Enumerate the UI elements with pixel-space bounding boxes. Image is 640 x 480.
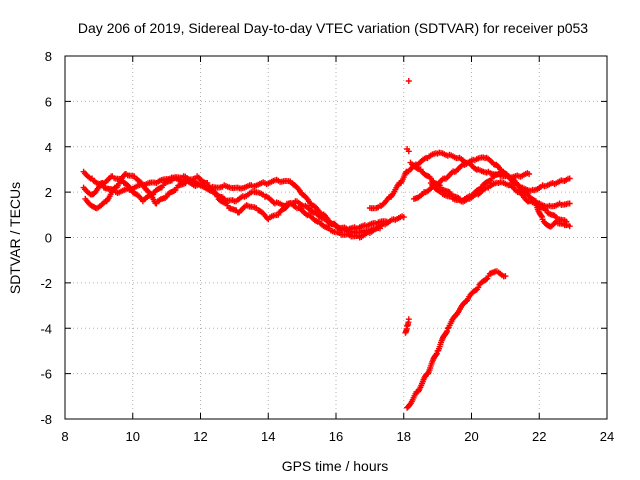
data-points: [80, 78, 573, 411]
data-point: [383, 218, 390, 225]
grid-lines: [65, 56, 607, 419]
y-tick-label: 4: [45, 140, 52, 155]
data-point: [377, 225, 383, 232]
x-tick-label: 22: [532, 429, 546, 444]
data-point: [483, 276, 490, 283]
series-track-b: [80, 173, 390, 233]
y-tick-label: 2: [45, 185, 52, 200]
data-point: [405, 316, 412, 323]
data-point: [566, 223, 573, 230]
data-point: [212, 190, 219, 197]
series-track-d: [366, 149, 533, 212]
x-tick-label: 14: [261, 429, 275, 444]
data-point: [400, 214, 407, 221]
y-axis-label: SDTVAR / TECUs: [7, 182, 23, 294]
y-tick-label: -8: [40, 412, 52, 427]
chart-title: Day 206 of 2019, Sidereal Day-to-day VTE…: [78, 20, 588, 36]
y-tick-label: -4: [40, 321, 52, 336]
data-point: [566, 175, 573, 182]
y-tick-label: -6: [40, 367, 52, 382]
series-track-j: [402, 78, 412, 336]
y-tick-label: 6: [45, 94, 52, 109]
x-tick-label: 20: [464, 429, 478, 444]
data-point: [502, 273, 509, 280]
series-track-i: [404, 268, 509, 411]
x-axis-label: GPS time / hours: [282, 458, 389, 474]
data-point: [526, 171, 533, 177]
series-track-c: [82, 171, 383, 241]
data-point: [566, 200, 573, 207]
y-tick-label: 0: [45, 231, 52, 246]
x-tick-label: 18: [397, 429, 411, 444]
x-tick-label: 8: [61, 429, 68, 444]
x-tick-label: 16: [329, 429, 343, 444]
y-tick-label: 8: [45, 49, 52, 64]
x-tick-label: 12: [193, 429, 207, 444]
series-track-g: [427, 179, 573, 210]
x-tick-label: 10: [126, 429, 140, 444]
data-point: [283, 204, 290, 211]
data-point: [405, 78, 412, 84]
x-tick-label: 24: [600, 429, 614, 444]
series-track-h: [532, 200, 573, 230]
y-tick-label: -2: [40, 276, 52, 291]
data-point: [405, 148, 412, 155]
